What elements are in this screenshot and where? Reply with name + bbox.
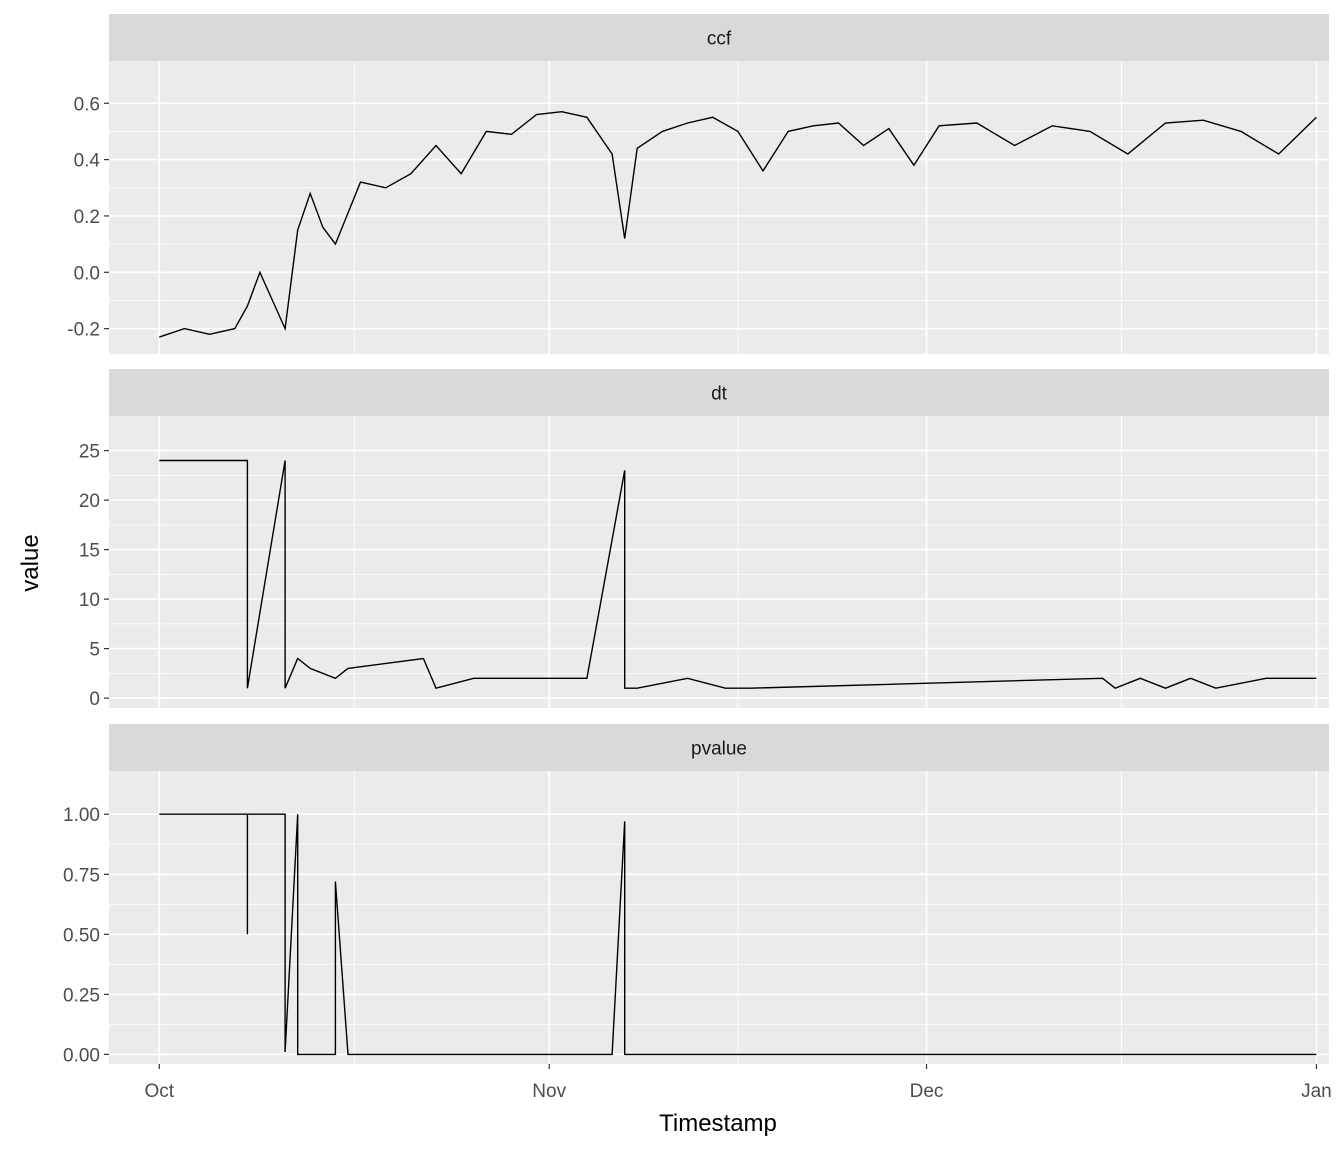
x-tick-label: Jan (1301, 1081, 1332, 1102)
facet-strip-label: dt (711, 384, 728, 405)
y-tick-label: 5 (89, 640, 100, 661)
y-tick-label: 25 (79, 442, 100, 463)
x-tick-label: Oct (145, 1081, 175, 1102)
y-tick-label: 0.6 (74, 94, 100, 115)
facet-strip-label: ccf (707, 29, 732, 50)
y-tick-label: 20 (79, 491, 100, 512)
y-tick-label: 10 (79, 590, 100, 611)
x-tick-label: Nov (532, 1081, 566, 1102)
facet-strip-label: pvalue (691, 739, 747, 760)
facet-strip (109, 724, 1329, 771)
x-tick-label: Dec (910, 1081, 944, 1102)
y-tick-label: 0.75 (63, 865, 100, 886)
facet-strip (109, 14, 1329, 61)
facet-panel-dt: dt 0 5 10 15 20 25 (79, 369, 1329, 710)
y-tick-label: 0.50 (63, 925, 100, 946)
y-axis-title: value (17, 534, 44, 591)
facet-strip (109, 369, 1329, 416)
y-tick-label: 0.0 (74, 263, 100, 284)
facet-panel-ccf: ccf -0.2 0.0 0.2 0.4 0.6 (67, 14, 1329, 354)
series-line (159, 813, 1317, 1056)
y-tick-label: 1.00 (63, 805, 100, 826)
y-tick-label: 0.25 (63, 985, 100, 1006)
facet-panel-pvalue: pvalue 0.00 0.25 0.50 0.75 1.00 (63, 724, 1329, 1066)
x-axis-title: Timestamp (659, 1110, 777, 1137)
series-line (159, 110, 1317, 338)
y-tick-label: 0.4 (74, 151, 101, 172)
y-tick-label: 15 (79, 541, 100, 562)
panel-background (109, 61, 1329, 354)
y-tick-label: 0.00 (63, 1045, 100, 1066)
panel-background (109, 416, 1329, 708)
series-line (159, 459, 1317, 690)
y-tick-label: 0.2 (74, 207, 100, 228)
y-tick-label: 0 (89, 689, 100, 710)
y-tick-label: -0.2 (67, 320, 100, 341)
panel-background (109, 771, 1329, 1064)
